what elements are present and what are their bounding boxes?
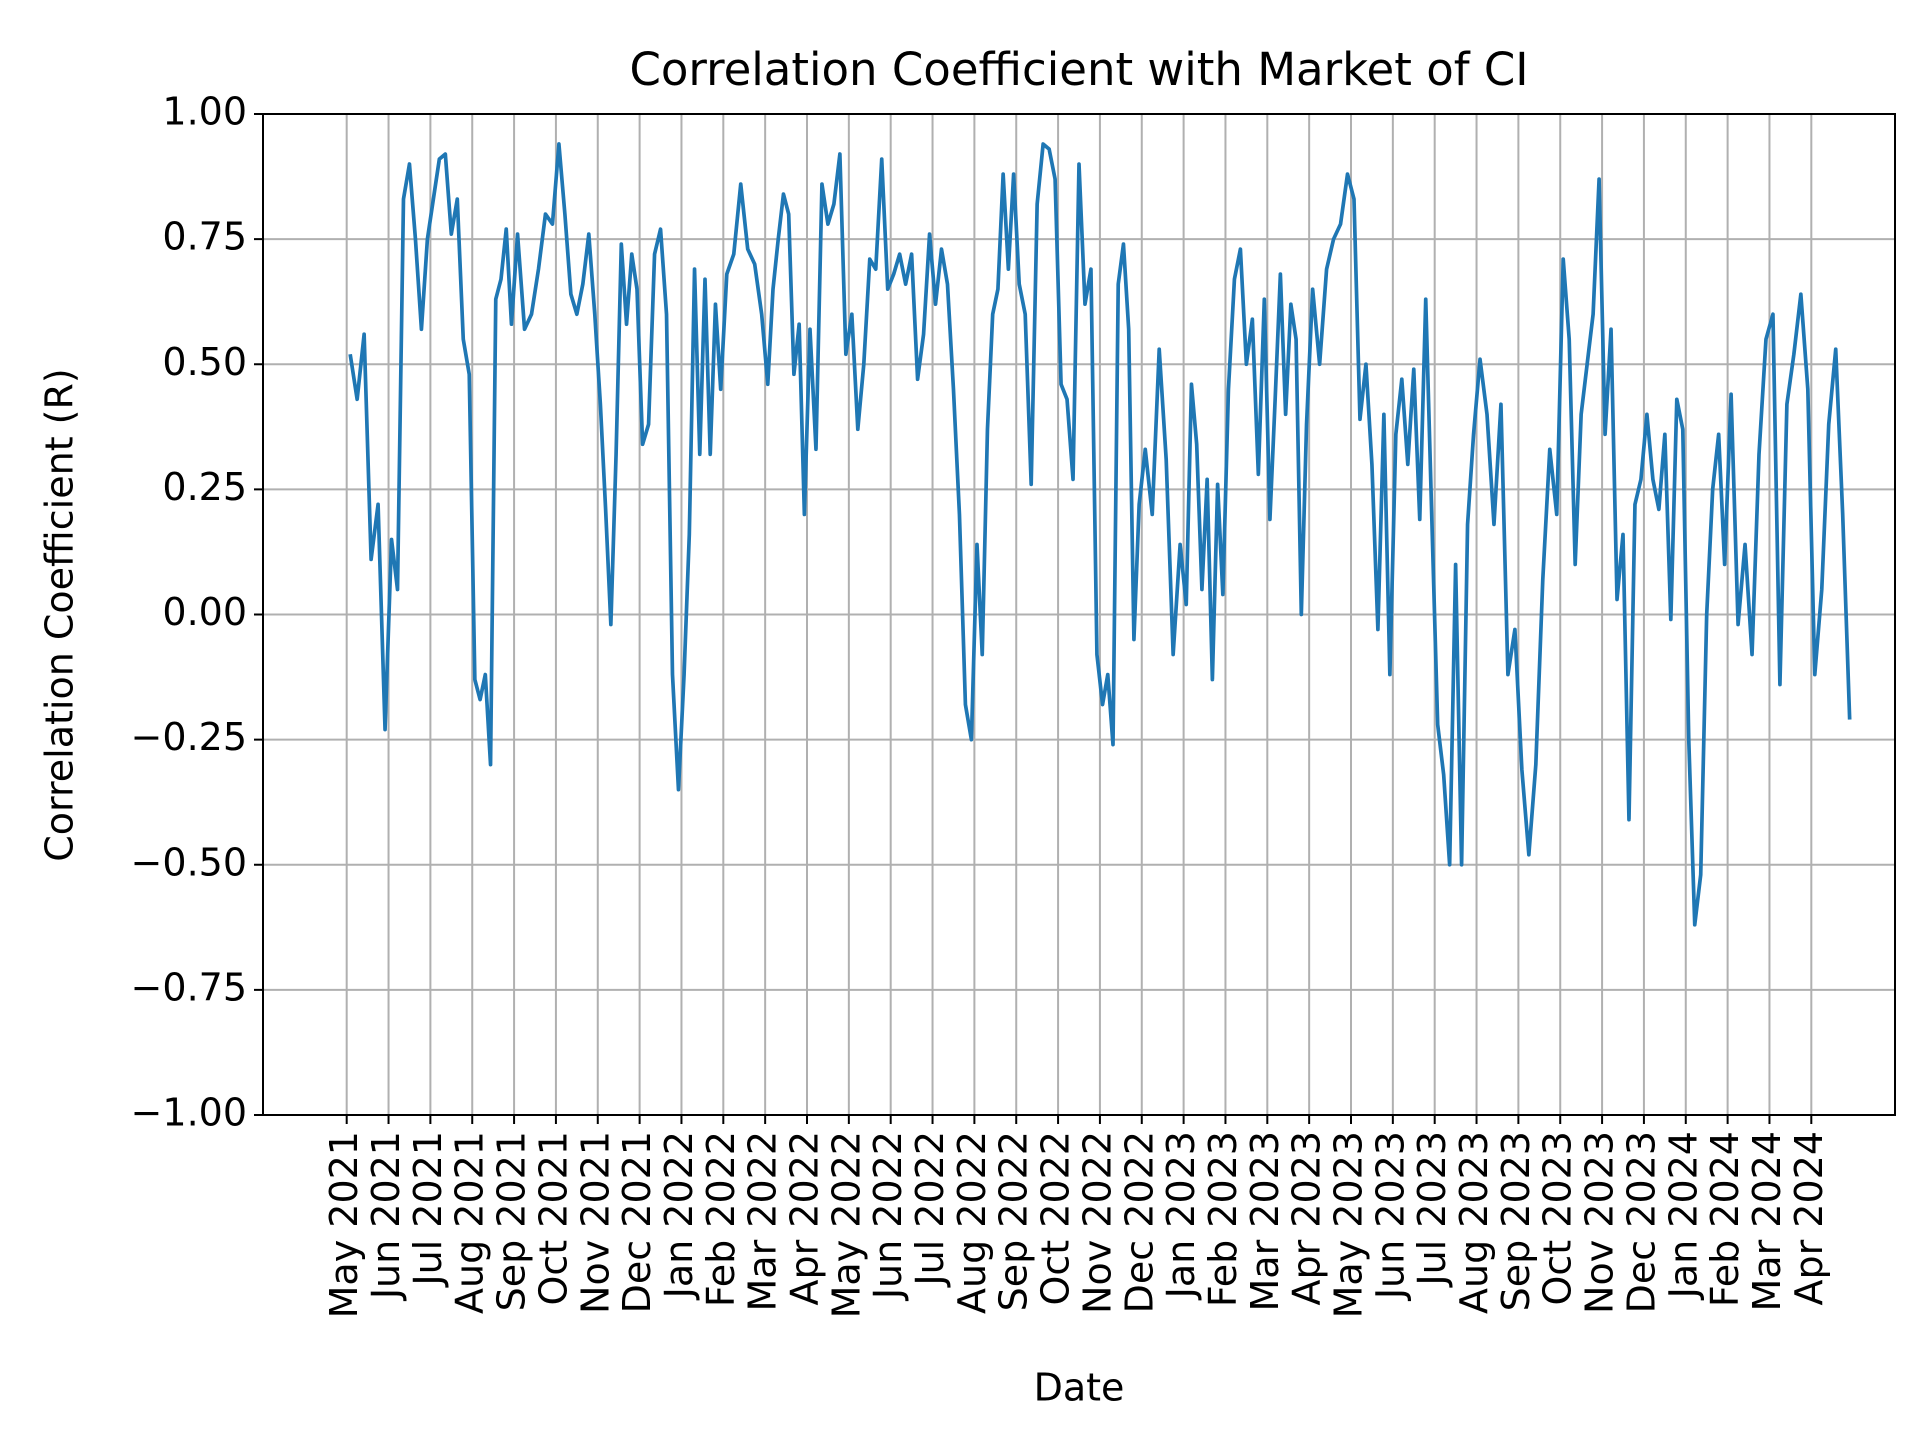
x-tick-label: Feb 2023 — [1201, 1131, 1245, 1307]
y-tick-label: −0.50 — [131, 840, 247, 884]
x-tick-label: Jun 2022 — [866, 1131, 910, 1301]
data-line — [348, 142, 1852, 927]
x-tick-label: May 2022 — [824, 1131, 868, 1318]
x-tick-label: Jul 2023 — [1410, 1131, 1454, 1288]
y-tick-label: 1.00 — [162, 90, 247, 134]
y-tick-label: −0.25 — [131, 715, 247, 759]
y-tick-label: 0.25 — [162, 465, 247, 509]
x-tick-label: Nov 2021 — [573, 1131, 617, 1314]
x-axis-label: Date — [1034, 1366, 1125, 1410]
x-tick-label: Jul 2022 — [908, 1131, 952, 1288]
y-tick-label: −0.75 — [131, 965, 247, 1009]
x-tick-label: Sep 2023 — [1494, 1131, 1538, 1311]
x-tick-label: May 2021 — [322, 1131, 366, 1318]
x-tick-label: Nov 2022 — [1075, 1131, 1119, 1314]
x-tick-label: Jun 2023 — [1368, 1131, 1412, 1301]
y-tick-label: 0.00 — [162, 590, 247, 634]
x-tick-label: Apr 2024 — [1787, 1131, 1831, 1306]
x-tick-label: Jan 2022 — [657, 1131, 701, 1300]
x-tick-label: Nov 2023 — [1578, 1131, 1622, 1314]
plot-frame — [262, 113, 1896, 1116]
chart-title: Correlation Coefficient with Market of C… — [629, 43, 1528, 96]
y-tick-label: 0.75 — [162, 215, 247, 259]
x-tick-label: Aug 2023 — [1452, 1131, 1496, 1314]
y-tick-label: −1.00 — [131, 1091, 247, 1135]
x-tick-label: Aug 2022 — [950, 1131, 994, 1314]
x-tick-label: Sep 2021 — [490, 1131, 534, 1311]
x-tick-label: Feb 2024 — [1703, 1131, 1747, 1307]
x-tick-label: May 2023 — [1327, 1131, 1371, 1318]
x-tick-label: Apr 2023 — [1285, 1131, 1329, 1306]
y-axis-label: Correlation Coefficient (R) — [38, 368, 82, 861]
x-tick-label: Dec 2023 — [1619, 1131, 1663, 1313]
x-tick-label: Sep 2022 — [992, 1131, 1036, 1311]
x-tick-label: Dec 2022 — [1117, 1131, 1161, 1313]
x-tick-label: Aug 2021 — [448, 1131, 492, 1314]
x-tick-label: Mar 2024 — [1745, 1131, 1789, 1311]
x-tick-label: Mar 2023 — [1243, 1131, 1287, 1311]
x-tick-label: Jul 2021 — [406, 1131, 450, 1288]
x-tick-label: Jun 2021 — [364, 1131, 408, 1301]
x-tick-label: Apr 2022 — [783, 1131, 827, 1306]
y-tick-label: 0.50 — [162, 340, 247, 384]
x-tick-label: Oct 2021 — [531, 1131, 575, 1306]
x-tick-label: Jan 2023 — [1159, 1131, 1203, 1300]
x-tick-label: Feb 2022 — [699, 1131, 743, 1307]
x-tick-label: Dec 2021 — [615, 1131, 659, 1313]
x-tick-label: Oct 2022 — [1034, 1131, 1078, 1306]
x-tick-label: Jan 2024 — [1661, 1131, 1705, 1300]
x-tick-label: Mar 2022 — [741, 1131, 785, 1311]
x-tick-label: Oct 2023 — [1536, 1131, 1580, 1306]
